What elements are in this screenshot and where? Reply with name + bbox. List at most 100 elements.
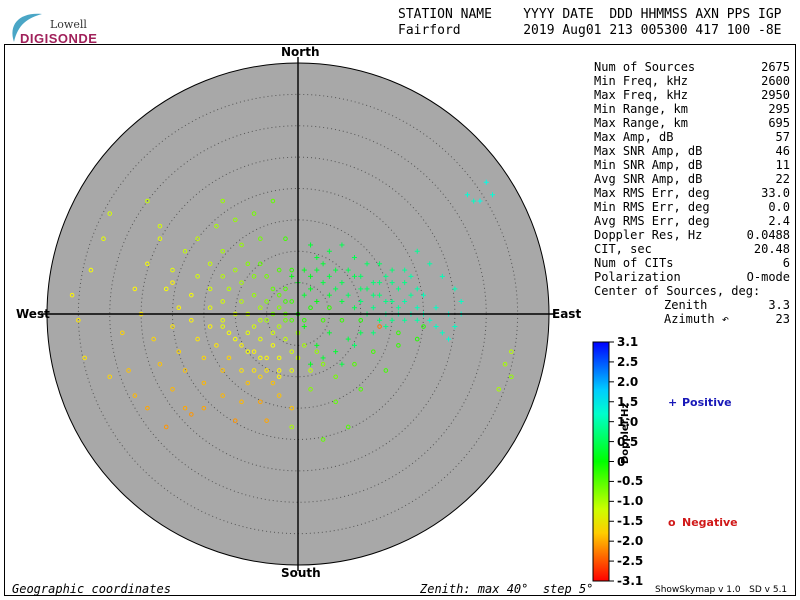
data-point-negative [239,399,244,405]
data-point-negative [289,349,295,354]
stat-label: Avg SNR Amp, dB [594,172,703,186]
data-point-negative [195,274,200,279]
data-point-positive [370,305,376,311]
data-point-positive [345,267,351,273]
data-point-negative [226,286,232,292]
colorbar-tick-label: -1.0 [617,494,644,509]
data-point-negative [189,292,194,298]
data-point-negative [264,299,269,304]
stat-label: CIT, sec [594,242,652,256]
data-point-positive [333,286,339,292]
data-point-negative [189,412,194,417]
data-point-positive [301,267,307,273]
data-point-negative [201,355,207,361]
data-point-negative [163,286,169,292]
stat-value: 20.48 [753,242,790,256]
data-point-positive [490,192,496,198]
data-point-positive [314,267,320,273]
data-point-negative [195,236,200,241]
data-point-positive [383,324,389,330]
data-point-negative [421,324,426,329]
data-point-negative [264,418,269,423]
data-point-negative [214,223,219,229]
data-point-positive [333,267,339,273]
stat-value: 2.4 [768,214,790,228]
data-point-negative [345,424,351,430]
footer-version: ShowSkymap v 1.0 SD v 5.1 [655,585,788,595]
data-point-negative [101,236,106,241]
direction-label-south: South [281,566,321,580]
legend-positive-label: Positive [682,396,732,409]
data-point-positive [458,298,464,304]
stat-value: 295 [768,102,790,116]
data-point-positive [408,292,414,298]
legend-negative-symbol: o [668,516,676,529]
data-point-positive [439,330,445,336]
stat-label: Max RMS Err, deg [594,186,710,200]
data-point-negative [270,343,276,348]
logo-swoosh-icon [12,13,42,42]
data-point-negative [289,424,295,430]
stat-label: Min RMS Err, deg [594,200,710,214]
legend-negative: o Negative [668,516,738,529]
data-point-positive [351,305,357,311]
colorbar-tick-label: 2.0 [617,374,639,389]
stat-label: Max SNR Amp, dB [594,144,703,158]
data-point-positive [433,324,439,330]
data-point-negative [251,292,257,298]
colorbar-tick-label: 2.5 [617,354,639,369]
stat-row: CIT, sec 20.48 [594,242,794,256]
data-point-negative [163,424,169,430]
data-point-positive [370,330,376,336]
logo-text-digisonde: DIGISONDE [20,31,98,46]
data-point-positive [483,179,489,185]
data-point-positive [414,305,420,311]
data-point-positive [383,298,389,304]
data-point-positive [308,242,314,248]
lowell-digisonde-logo: Lowell DIGISONDE [6,8,106,48]
data-point-positive [308,273,314,279]
data-point-negative [239,299,244,304]
data-point-negative [258,399,263,405]
header-row-1: STATION NAME YYYY DATE DDD HHMMSS AXN PP… [398,7,782,22]
data-point-negative [276,355,282,361]
data-point-positive [351,273,357,279]
data-point-positive [358,298,364,304]
colorbar-title: Doppler,Hz [620,402,631,464]
data-point-positive [383,273,389,279]
data-point-negative [283,336,288,342]
data-point-positive [314,342,320,348]
stat-label: Num of Sources [594,60,696,74]
data-point-negative [251,368,257,373]
data-point-negative [320,437,326,442]
data-point-negative [170,280,175,285]
data-point-positive [402,298,408,304]
data-point-positive [333,349,339,355]
stat-row: Num of Sources 2675 [594,60,794,74]
colorbar-tick-label: -2.0 [617,534,644,549]
data-point-positive [464,192,470,198]
data-point-positive [345,336,351,342]
stat-label: Min Range, km [594,102,688,116]
data-point-negative [170,387,175,392]
data-point-positive [402,280,408,286]
data-point-positive [408,273,414,279]
data-point-negative [245,330,251,336]
colorbar-tick-label: -2.5 [617,554,644,569]
stat-label: Max Amp, dB [594,130,674,144]
data-point-negative [207,286,213,292]
data-point-positive [314,298,320,304]
stat-label: Doppler Res, Hz [594,228,703,242]
data-point-negative [258,374,263,380]
data-point-positive [314,255,320,261]
stat-label: Min Freq, kHz [594,74,688,88]
data-point-negative [289,299,295,304]
data-point-positive [326,330,332,336]
data-point-positive [421,292,426,298]
data-point-positive [339,280,345,286]
data-point-negative [182,368,188,373]
stat-label: Avg RMS Err, deg [594,214,710,228]
stat-value: 2600 [761,74,790,88]
data-point-positive [414,317,420,323]
data-point-negative [107,374,113,380]
